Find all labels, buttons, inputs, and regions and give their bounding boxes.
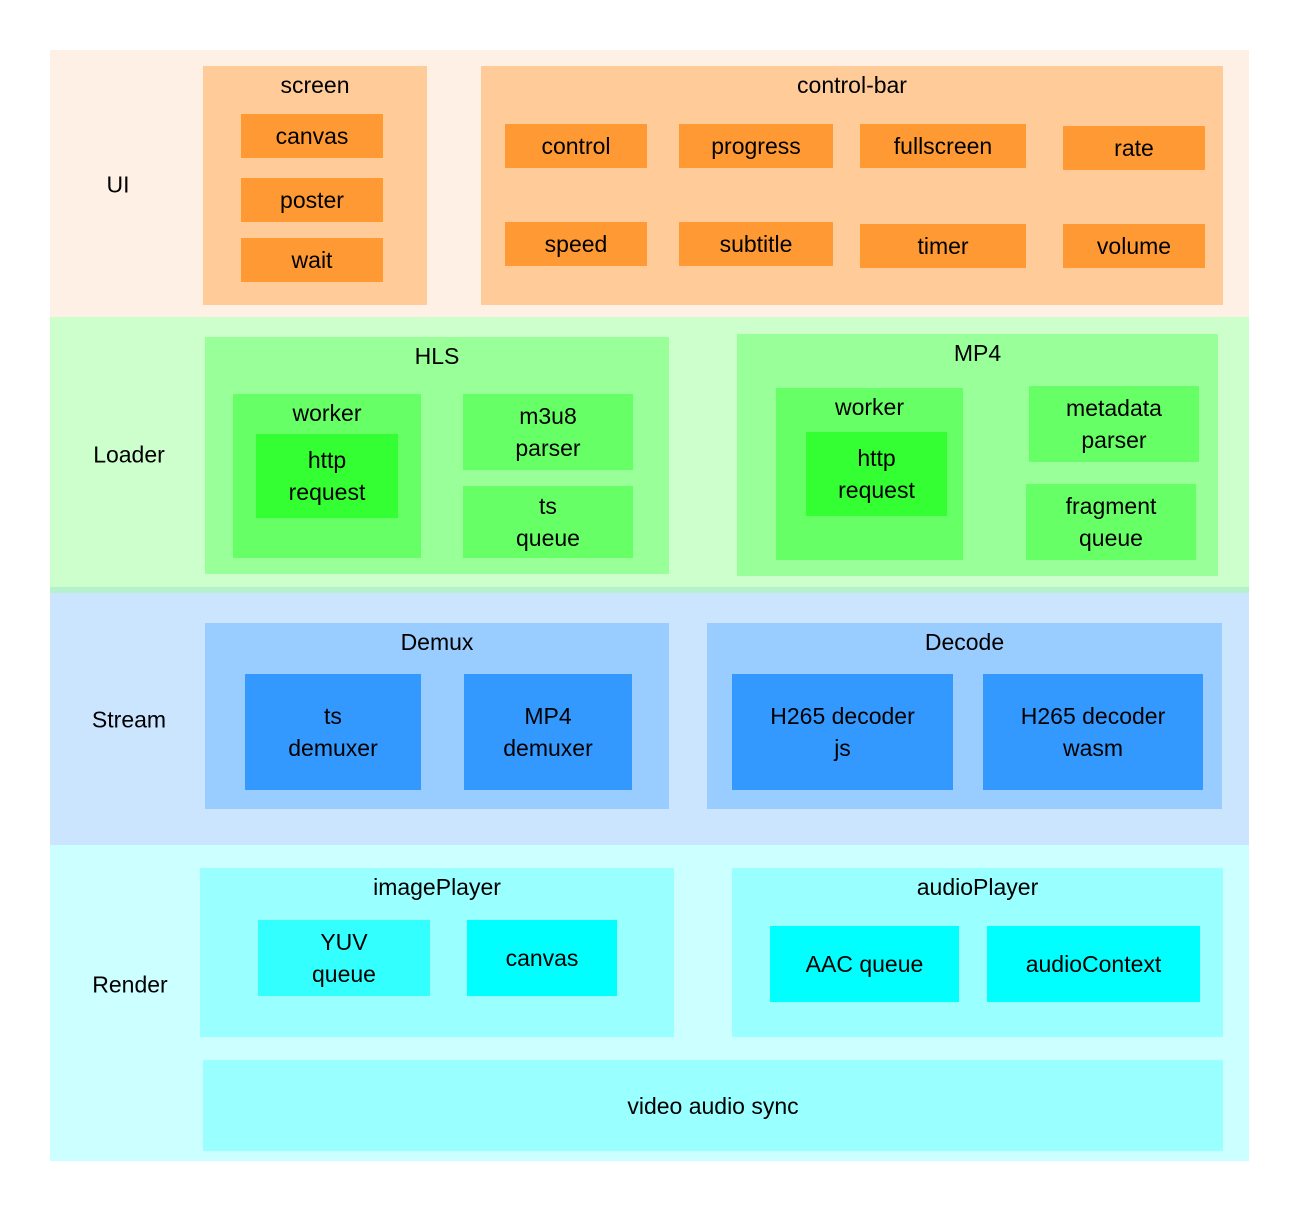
control-box: control: [505, 124, 647, 168]
mp4-title: MP4: [953, 340, 1002, 366]
loader-layer-label: Loader: [93, 441, 165, 468]
ts-queue: ts queue: [463, 486, 633, 558]
yuv-queue: YUV queue: [258, 920, 430, 996]
control-bar-title: control-bar: [797, 72, 907, 98]
hls-title: HLS: [414, 343, 460, 369]
progress-box: progress: [679, 124, 833, 168]
poster-box: poster: [241, 178, 383, 222]
audio-player-title: audioPlayer: [916, 874, 1039, 900]
screen-title: screen: [280, 72, 350, 98]
mp4-demuxer: MP4 demuxer: [464, 674, 632, 790]
control-bar-module: control-bar: [481, 66, 1223, 305]
mp4-http-request: http request: [806, 432, 947, 516]
h265-decoder-wasm: H265 decoder wasm: [983, 674, 1203, 790]
hls-worker-title: worker: [292, 400, 362, 426]
fragment-queue: fragment queue: [1026, 484, 1196, 560]
canvas-box: canvas: [241, 114, 383, 158]
render-layer-label: Render: [92, 971, 168, 998]
timer-box: timer: [860, 224, 1026, 268]
wait-box: wait: [241, 238, 383, 282]
ts-demuxer: ts demuxer: [245, 674, 421, 790]
image-player-title: imagePlayer: [373, 874, 501, 900]
h265-decoder-js: H265 decoder js: [732, 674, 953, 790]
metadata-parser: metadata parser: [1029, 386, 1199, 462]
volume-box: volume: [1063, 224, 1205, 268]
rate-box: rate: [1063, 126, 1205, 170]
subtitle-box: subtitle: [679, 222, 833, 266]
speed-box: speed: [505, 222, 647, 266]
video-audio-sync: video audio sync: [203, 1060, 1223, 1151]
layer-divider: [50, 587, 1249, 593]
decode-title: Decode: [924, 629, 1005, 655]
render-canvas: canvas: [467, 920, 617, 996]
audio-context: audioContext: [987, 926, 1200, 1002]
mp4-worker-title: worker: [834, 394, 904, 420]
aac-queue: AAC queue: [770, 926, 959, 1002]
demux-title: Demux: [400, 629, 474, 655]
m3u8-parser: m3u8 parser: [463, 394, 633, 470]
ui-layer-label: UI: [106, 171, 130, 198]
hls-http-request: http request: [256, 434, 398, 518]
fullscreen-box: fullscreen: [860, 124, 1026, 168]
stream-layer-label: Stream: [91, 706, 167, 733]
